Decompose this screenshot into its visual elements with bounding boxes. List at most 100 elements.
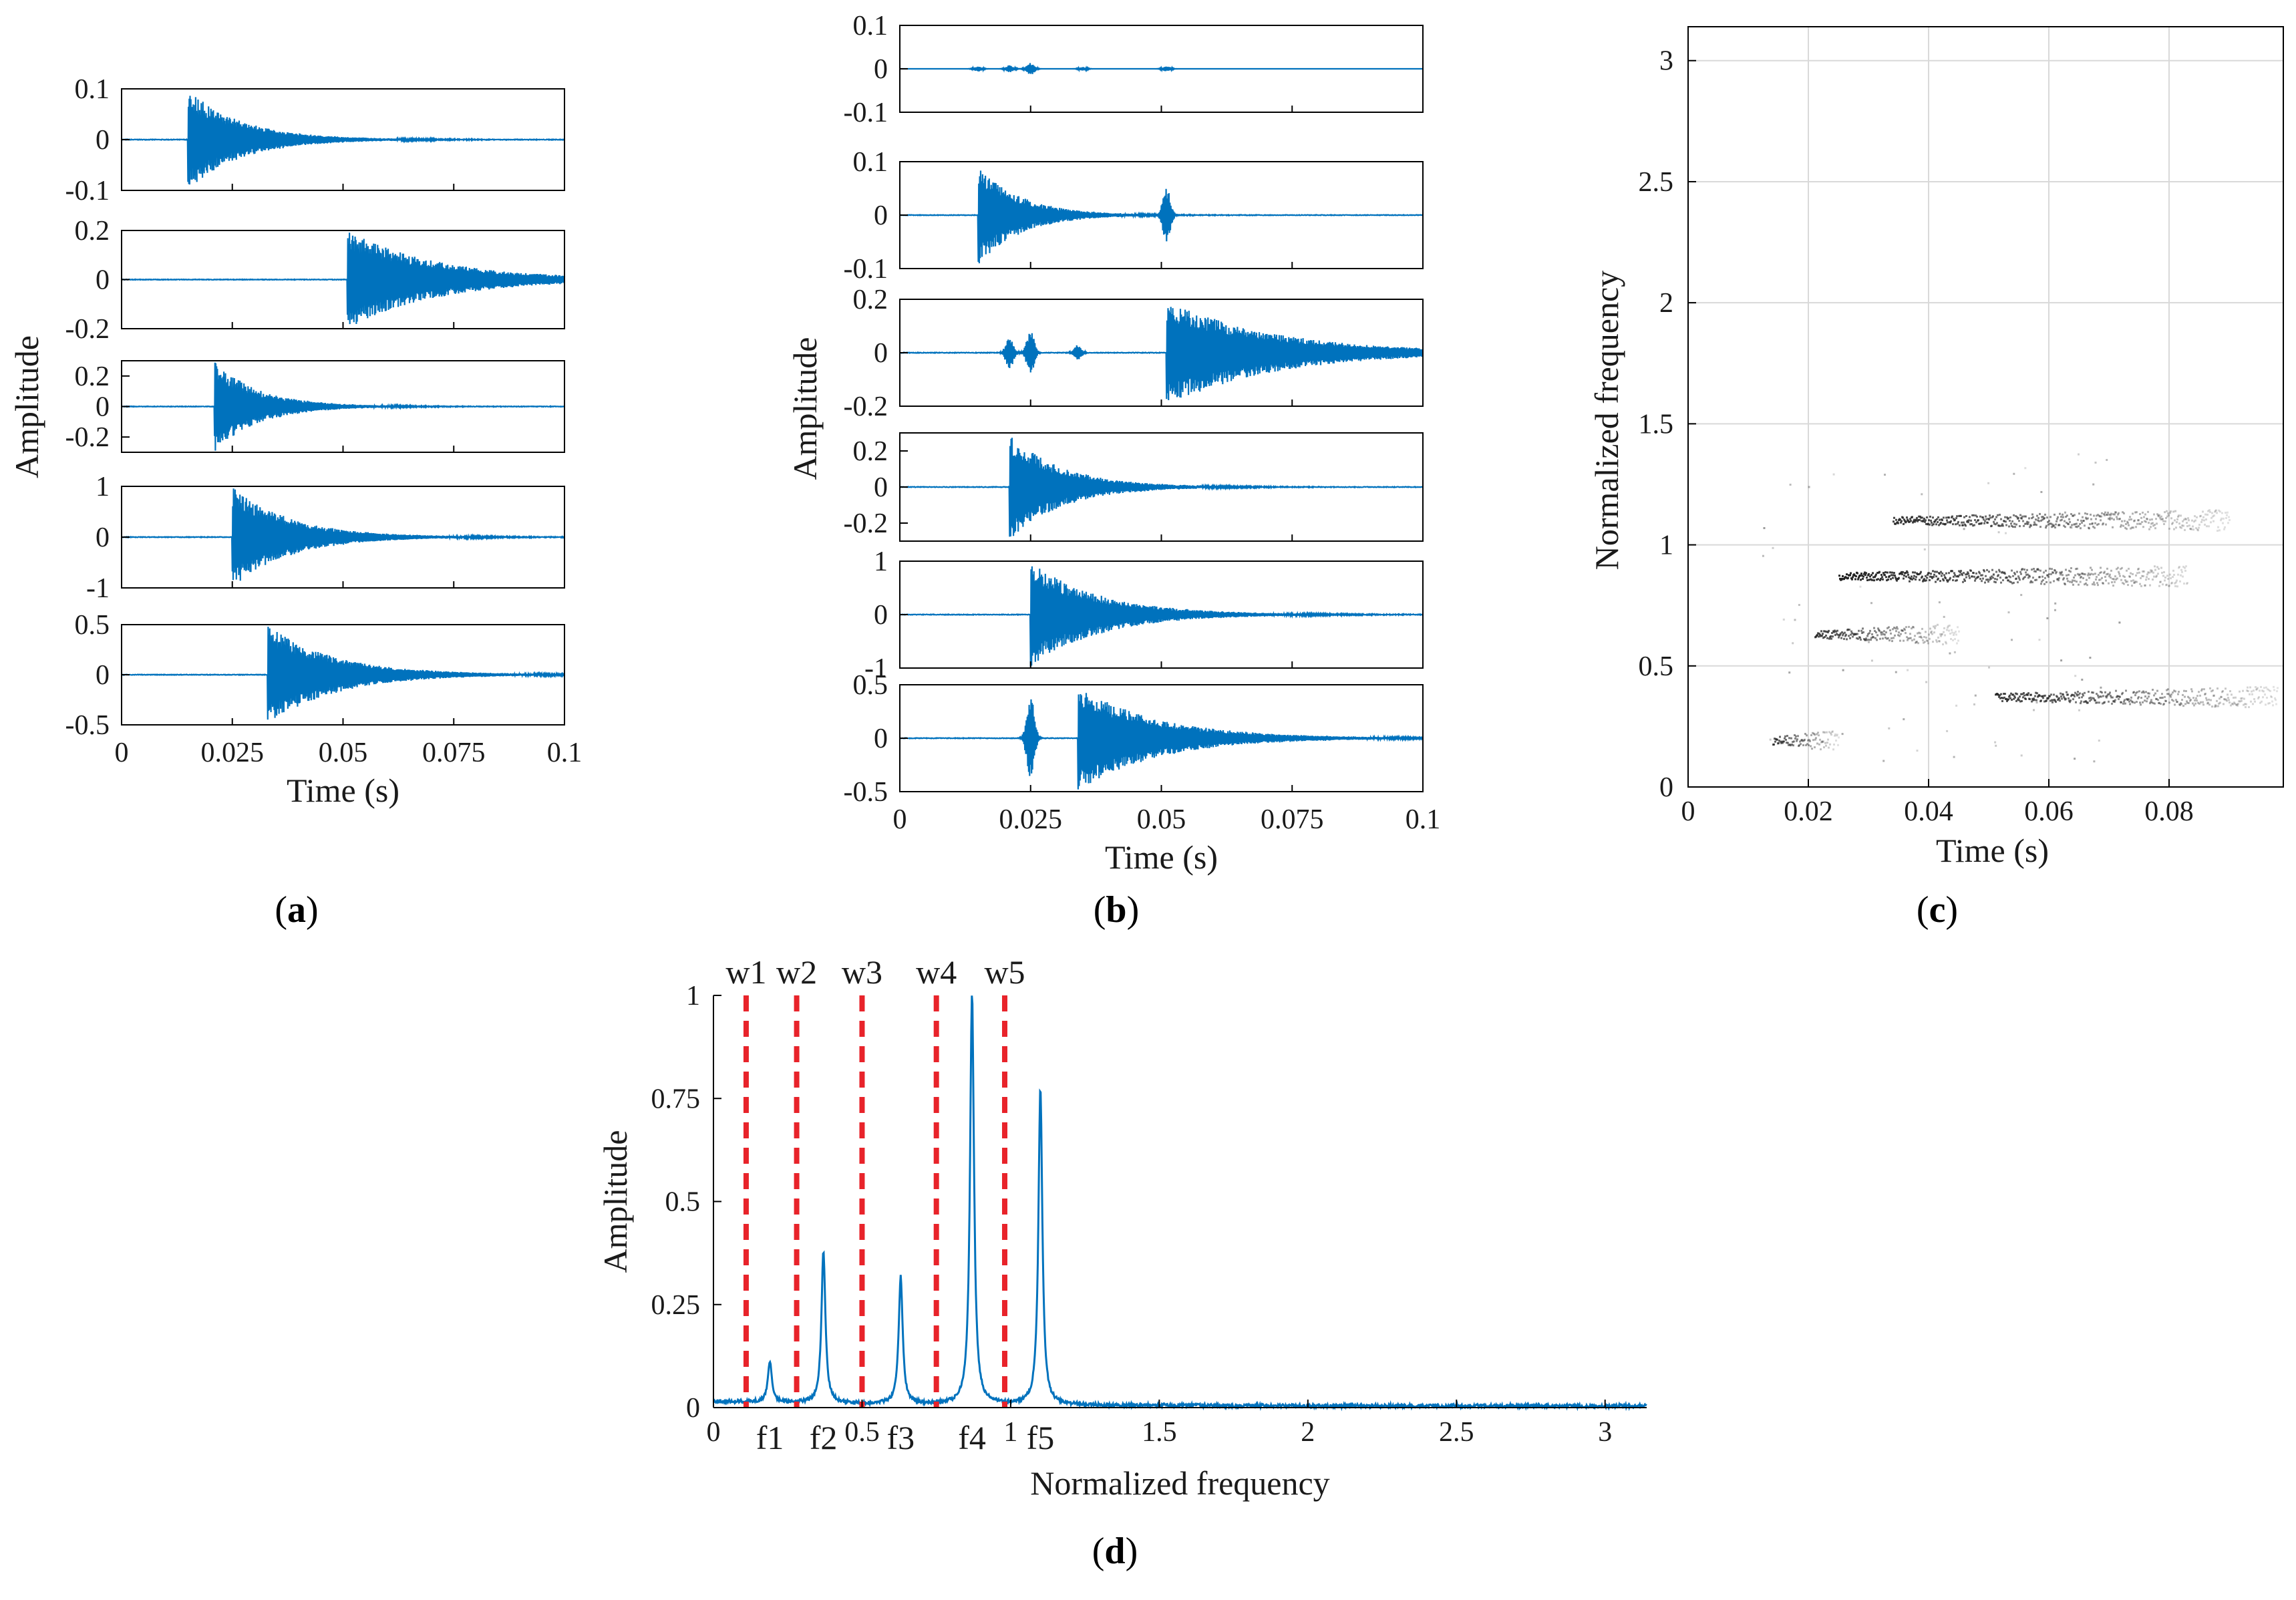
track-point — [2095, 701, 2097, 704]
track-point — [1878, 629, 1880, 632]
track-point — [2205, 697, 2207, 699]
track-point — [2221, 512, 2223, 514]
track-point — [2050, 522, 2052, 525]
track-point — [2228, 516, 2230, 518]
track-point — [1842, 575, 1844, 577]
signal-trace — [121, 488, 565, 581]
track-point — [2226, 699, 2228, 702]
track-point — [1937, 636, 1939, 639]
track-point — [1951, 631, 1953, 634]
noise-point — [1884, 474, 1886, 476]
x-tick-label: 0.025 — [999, 804, 1063, 835]
subplot-panel-a-5: -0.500.5 — [65, 610, 565, 741]
track-point — [2142, 701, 2144, 703]
track-point — [2059, 512, 2061, 515]
track-point — [1990, 577, 1992, 580]
noise-point — [2005, 532, 2007, 534]
track-point — [2212, 694, 2215, 697]
noise-point — [1882, 760, 1885, 762]
track-point — [2206, 525, 2208, 528]
track-point — [1985, 518, 1987, 520]
track-point — [2200, 689, 2202, 692]
track-point — [2150, 526, 2152, 528]
track-point — [1830, 732, 1832, 735]
track-point — [1921, 577, 1923, 579]
track-point — [2161, 571, 2163, 574]
track-point — [1831, 731, 1833, 734]
track-point — [2126, 520, 2128, 523]
track-point — [1974, 579, 1976, 582]
track-point — [1939, 640, 1941, 643]
track-point — [1919, 573, 1921, 575]
track-point — [1884, 633, 1886, 636]
track-point — [2115, 511, 2117, 514]
track-point — [2034, 523, 2036, 526]
x-tick-label: 0 — [707, 1417, 721, 1448]
frequency-track-4 — [1893, 509, 2231, 532]
track-point — [2273, 685, 2275, 688]
track-point — [1913, 626, 1915, 629]
track-point — [1995, 571, 1997, 573]
track-point — [1884, 574, 1886, 577]
track-point — [1897, 522, 1899, 524]
track-point — [1941, 575, 1943, 577]
track-point — [2044, 577, 2046, 579]
track-point — [2193, 704, 2195, 707]
track-point — [2114, 511, 2116, 514]
track-point — [1979, 578, 1981, 580]
noise-point — [1923, 548, 1926, 550]
track-point — [1856, 637, 1858, 639]
track-point — [2006, 577, 2008, 579]
track-point — [1905, 575, 1907, 578]
track-point — [1953, 572, 1955, 575]
noise-point — [2098, 740, 2100, 742]
track-point — [2152, 524, 2154, 527]
track-point — [1783, 740, 1785, 743]
track-point — [2052, 571, 2054, 574]
track-point — [2167, 578, 2169, 580]
track-point — [2056, 578, 2058, 581]
boundary-label-w3: w3 — [842, 953, 882, 991]
noise-point — [2089, 657, 2092, 659]
track-point — [2158, 514, 2160, 516]
track-point — [2023, 577, 2025, 579]
track-point — [2218, 702, 2220, 705]
track-point — [1855, 633, 1857, 635]
track-point — [1893, 516, 1895, 519]
track-point — [2126, 581, 2128, 583]
track-point — [2021, 568, 2023, 571]
track-point — [2272, 704, 2274, 707]
track-point — [1935, 519, 1937, 521]
track-point — [1901, 629, 1903, 632]
track-point — [1847, 628, 1849, 631]
track-point — [2195, 697, 2197, 699]
track-point — [1856, 572, 1858, 575]
track-point — [2082, 694, 2084, 697]
track-point — [1965, 524, 1967, 527]
track-point — [2015, 515, 2017, 518]
track-point — [1820, 635, 1822, 637]
signal-trace — [121, 362, 565, 451]
track-point — [2041, 575, 2043, 578]
track-point — [2088, 573, 2090, 575]
track-point — [2124, 526, 2126, 529]
track-point — [1973, 524, 1975, 526]
track-point — [1953, 632, 1955, 635]
noise-point — [2081, 678, 2084, 681]
track-point — [2074, 514, 2076, 516]
track-point — [2104, 691, 2106, 693]
track-point — [2106, 696, 2108, 699]
track-point — [1931, 630, 1933, 633]
track-point — [1934, 627, 1936, 629]
track-point — [1826, 631, 1828, 633]
track-point — [1826, 637, 1828, 639]
track-point — [2027, 577, 2029, 579]
track-point — [1997, 514, 1999, 516]
track-point — [2265, 703, 2267, 706]
track-point — [1818, 633, 1820, 635]
track-point — [2186, 525, 2188, 528]
track-point — [2190, 699, 2192, 701]
track-point — [1814, 738, 1816, 741]
track-point — [2064, 697, 2066, 699]
track-point — [1840, 637, 1842, 639]
